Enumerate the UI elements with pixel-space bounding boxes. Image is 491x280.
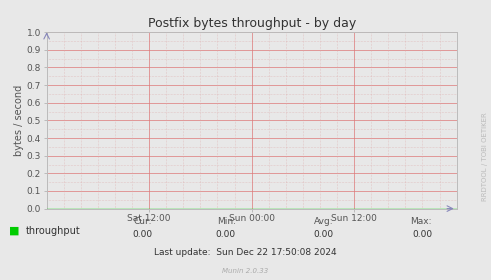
Y-axis label: bytes / second: bytes / second [14,85,24,156]
Text: RRDTOOL / TOBI OETIKER: RRDTOOL / TOBI OETIKER [482,112,488,201]
Text: Cur:: Cur: [134,217,152,226]
Text: throughput: throughput [26,226,81,236]
Text: Max:: Max: [410,217,432,226]
Text: Munin 2.0.33: Munin 2.0.33 [222,268,269,274]
Text: 0.00: 0.00 [216,230,236,239]
Text: ■: ■ [9,226,19,236]
Title: Postfix bytes throughput - by day: Postfix bytes throughput - by day [147,17,356,30]
Text: 0.00: 0.00 [412,230,432,239]
Text: Avg:: Avg: [314,217,334,226]
Text: 0.00: 0.00 [132,230,152,239]
Text: Last update:  Sun Dec 22 17:50:08 2024: Last update: Sun Dec 22 17:50:08 2024 [154,248,337,257]
Text: Min:: Min: [217,217,236,226]
Text: 0.00: 0.00 [314,230,334,239]
